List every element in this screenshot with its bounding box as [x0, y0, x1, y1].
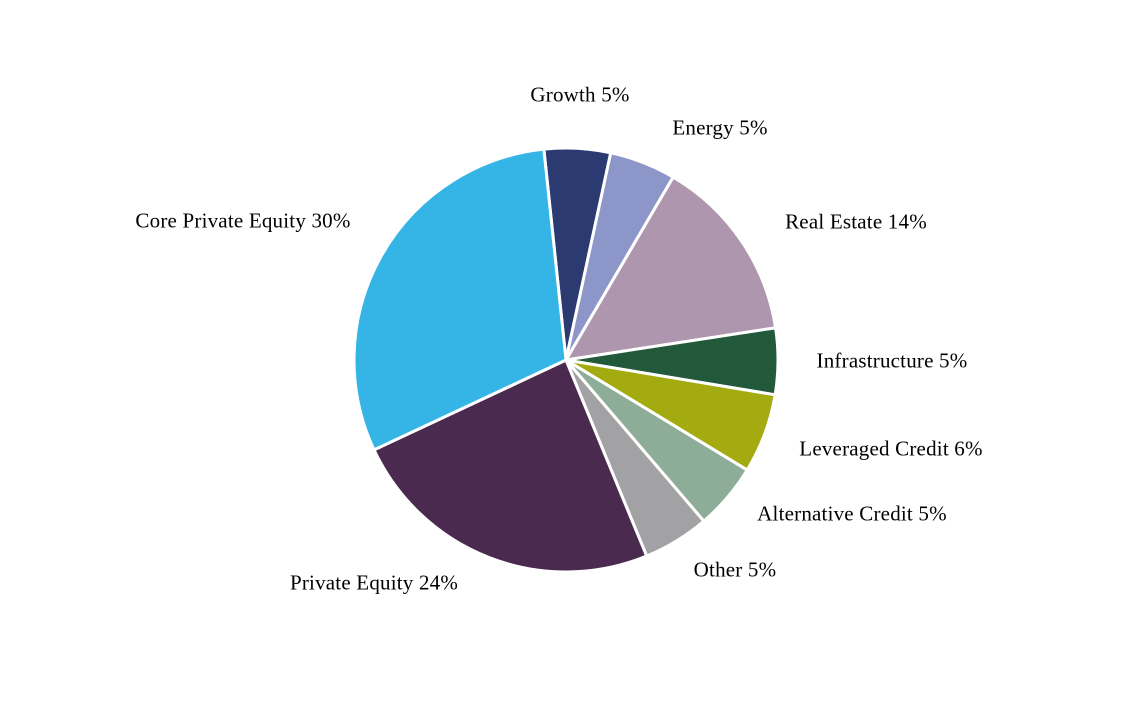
pie-slice-real-estate — [564, 175, 778, 362]
slice-label-alternative-credit: Alternative Credit 5% — [757, 501, 947, 526]
pie-slices-group — [352, 146, 780, 574]
slice-label-growth: Growth 5% — [530, 82, 630, 107]
slice-label-leveraged-credit: Leveraged Credit 6% — [799, 436, 983, 461]
slice-label-infrastructure: Infrastructure 5% — [816, 348, 968, 373]
pie-slice-core-private-equity — [352, 147, 568, 452]
slice-label-private-equity: Private Equity 24% — [289, 570, 459, 595]
slice-label-energy: Energy 5% — [672, 115, 768, 140]
pie-slice-private-equity — [372, 358, 649, 574]
slice-label-other: Other 5% — [693, 557, 777, 582]
slice-label-real-estate: Real Estate 14% — [785, 209, 927, 234]
slice-label-core-private-equity: Core Private Equity 30% — [135, 208, 351, 233]
